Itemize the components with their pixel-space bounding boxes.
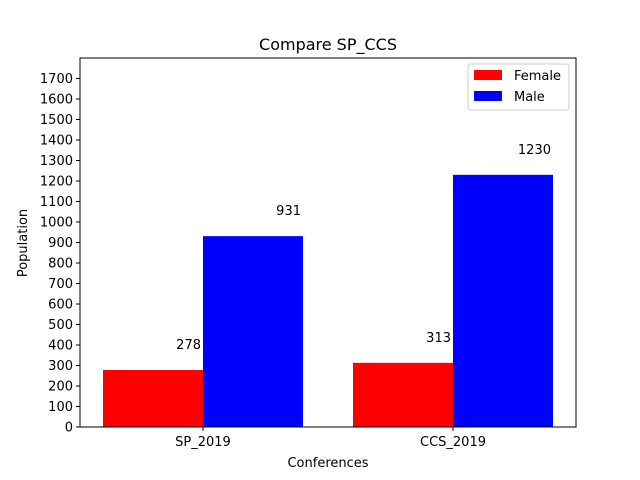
- y-tick-label: 0: [65, 421, 73, 436]
- y-tick-label: 700: [48, 277, 73, 292]
- y-tick-label: 100: [48, 400, 73, 415]
- y-tick-label: 800: [48, 257, 73, 272]
- y-tick-label: 600: [48, 298, 73, 313]
- y-tick-label: 1100: [40, 195, 73, 210]
- y-tick-label: 500: [48, 318, 73, 333]
- legend-label-female: Female: [514, 69, 561, 84]
- x-axis-label: Conferences: [287, 456, 368, 471]
- legend: Female Male: [467, 63, 570, 111]
- x-tick-label: CCS_2019: [420, 435, 486, 450]
- legend-swatch-female: [474, 70, 502, 80]
- y-tick-label: 300: [48, 359, 73, 374]
- bar-female-sp_2019: [103, 370, 203, 427]
- y-tick-label: 400: [48, 339, 73, 354]
- data-label-female-ccs_2019: 313: [426, 331, 451, 346]
- data-label-male-sp_2019: 931: [276, 204, 301, 219]
- data-label-female-sp_2019: 278: [176, 338, 201, 353]
- bar-male-ccs_2019: [453, 174, 553, 427]
- y-tick-label: 1000: [40, 216, 73, 231]
- y-tick-label: 1200: [40, 175, 73, 190]
- bar-female-ccs_2019: [353, 362, 453, 427]
- y-tick-label: 900: [48, 236, 73, 251]
- data-label-male-ccs_2019: 1230: [518, 143, 551, 158]
- y-tick-label: 1400: [40, 134, 73, 149]
- bar-male-sp_2019: [203, 236, 303, 427]
- y-tick-label: 1500: [40, 113, 73, 128]
- chart-title: Compare SP_CCS: [259, 35, 397, 55]
- plot-area: 278 931 SP_2019 313 1230 CCS_2019 0 100 200 300 40…: [40, 57, 577, 450]
- y-tick-label: 200: [48, 380, 73, 395]
- y-tick-label: 1300: [40, 154, 73, 169]
- legend-swatch-male: [474, 91, 502, 101]
- y-tick-label: 1700: [40, 72, 73, 87]
- plot-frame: [79, 57, 577, 428]
- legend-label-male: Male: [514, 90, 545, 105]
- y-axis-label: Population: [16, 209, 31, 277]
- y-tick-label: 1600: [40, 93, 73, 108]
- x-tick-label: SP_2019: [175, 435, 231, 450]
